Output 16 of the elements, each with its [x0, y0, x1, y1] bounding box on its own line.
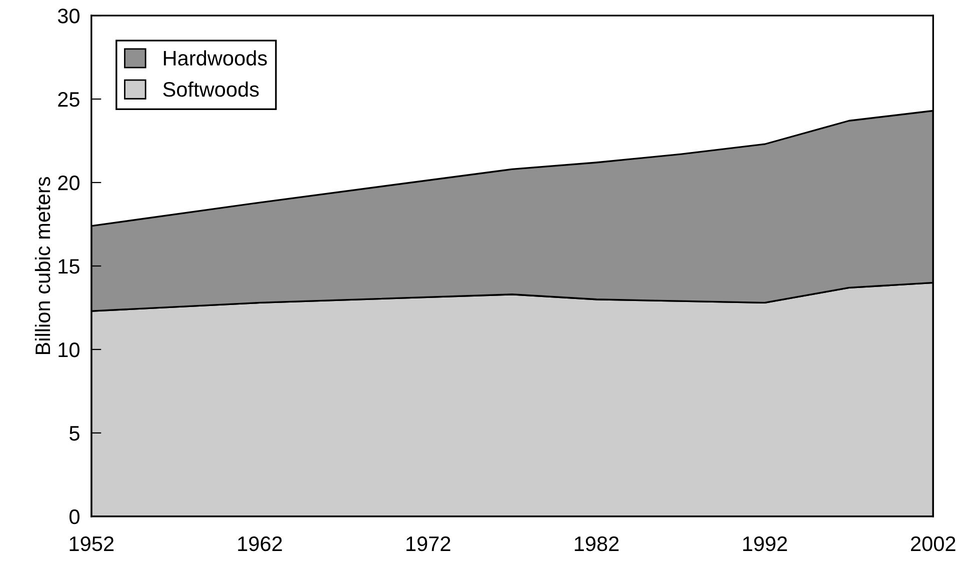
legend-label: Softwoods — [163, 81, 259, 97]
y-tick-label: 0 — [70, 509, 80, 524]
x-tick-label: 1962 — [238, 536, 282, 552]
x-tick-label: 1952 — [70, 536, 114, 552]
x-tick-label: 1972 — [406, 536, 450, 552]
x-tick-label: 1982 — [574, 536, 619, 552]
y-tick-label: 30 — [58, 8, 80, 24]
y-tick-label: 20 — [58, 176, 80, 190]
y-axis-title: Billion cubic meters — [34, 177, 50, 354]
y-tick-label: 25 — [58, 92, 80, 107]
legend-label: Hardwoods — [164, 50, 267, 66]
y-tick-label: 15 — [58, 259, 80, 274]
x-tick-label: 1992 — [743, 536, 787, 552]
y-tick-label: 5 — [70, 426, 80, 441]
y-tick-label: 10 — [58, 342, 80, 358]
x-tick-label: 2002 — [911, 536, 956, 552]
